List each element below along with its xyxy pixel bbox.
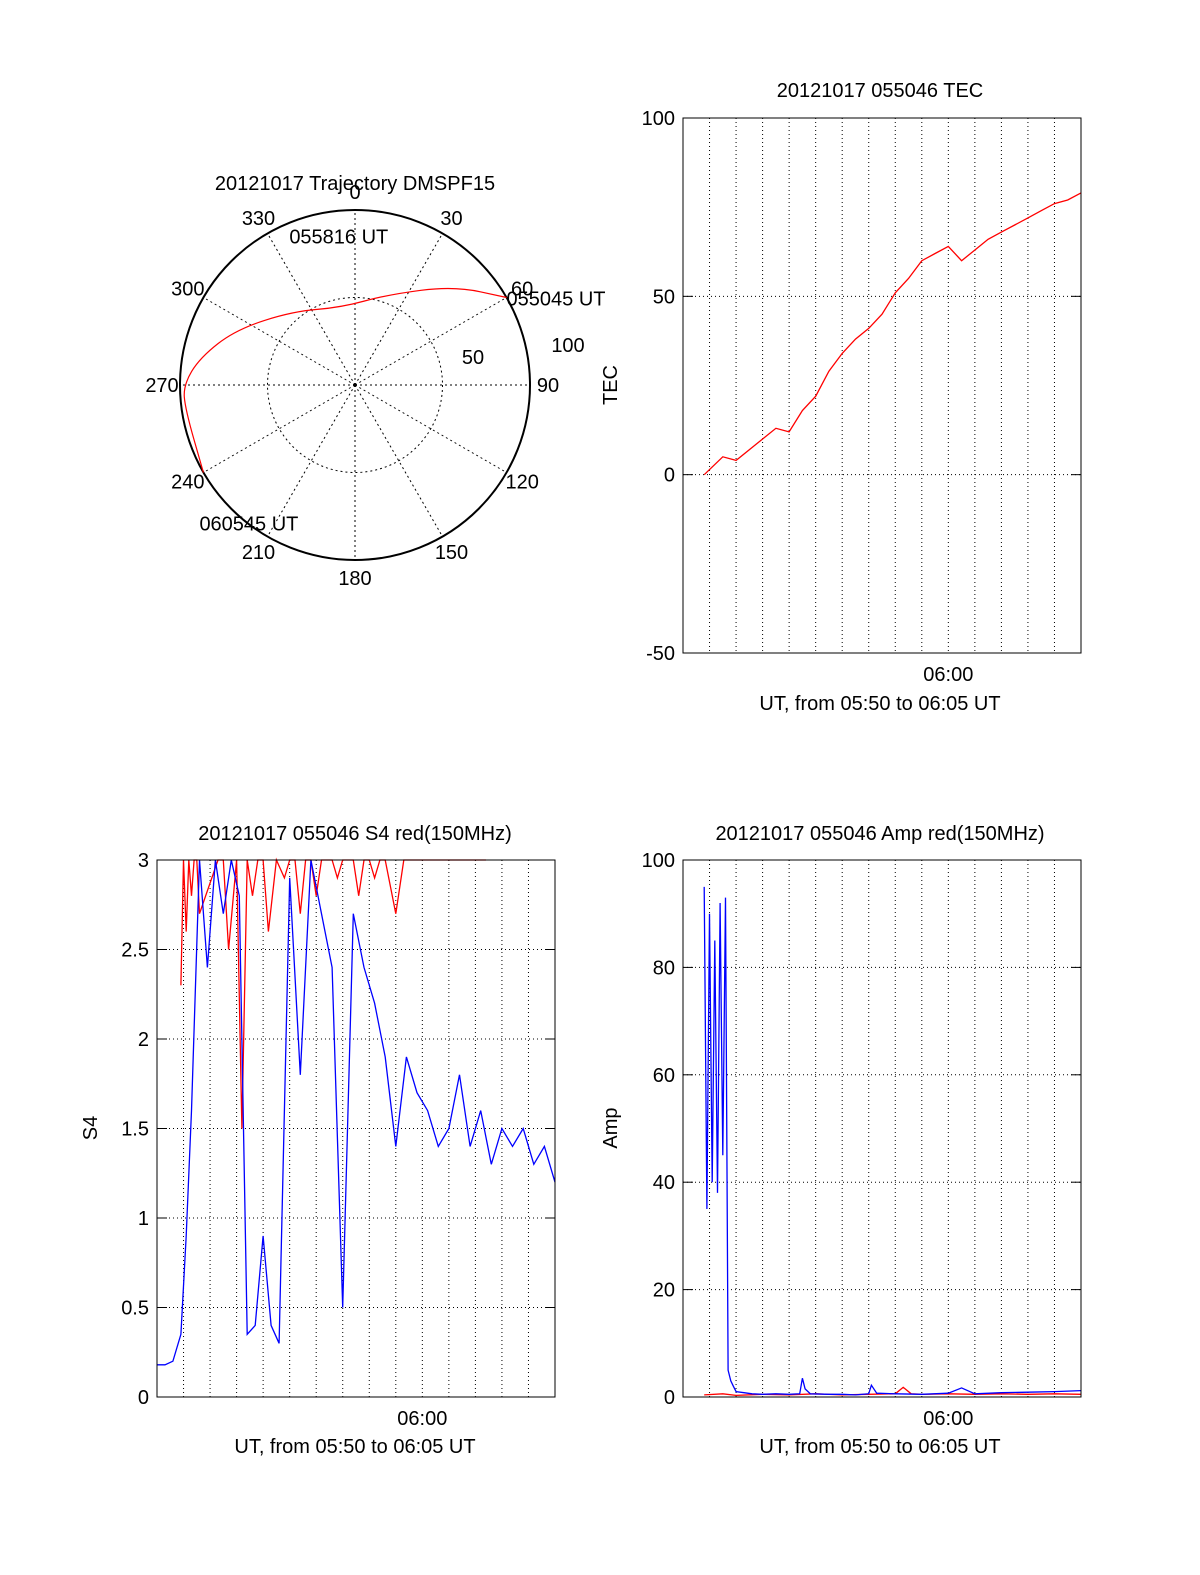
polar-angle-label: 120 <box>505 472 538 494</box>
y-tick-label: 1.5 <box>121 1119 149 1141</box>
y-tick-label: 20 <box>653 1280 675 1302</box>
s4-xlabel: UT, from 05:50 to 06:05 UT <box>234 1436 475 1458</box>
tec-plot: -50 0 50 100 06:00 <box>642 108 1082 686</box>
polar-angle-labels: 0 30 60 90 120 150 180 210 240 270 300 330 <box>145 182 559 590</box>
amp-title: 20121017 055046 Amp red(150MHz) <box>715 823 1044 845</box>
amp-panel: 20121017 055046 Amp red(150MHz) 0 20 40 60 8… <box>600 823 1082 1458</box>
plot-frame <box>682 859 1082 1398</box>
polar-radial-labels: 50 100 <box>462 335 585 369</box>
polar-spoke <box>267 384 356 537</box>
y-tick-label: 2.5 <box>121 940 149 962</box>
tec-title: 20121017 055046 TEC <box>777 80 983 102</box>
polar-angle-label: 240 <box>171 472 204 494</box>
plot-frame <box>682 117 1082 654</box>
y-tick-label: 0 <box>664 465 675 487</box>
y-tick-label: 3 <box>138 850 149 872</box>
y-tick-label: 50 <box>653 286 675 308</box>
polar-angle-label: 180 <box>338 568 371 590</box>
y-tick-label: 80 <box>653 957 675 979</box>
amp-xlabel: UT, from 05:50 to 06:05 UT <box>759 1436 1000 1458</box>
polar-angle-label: 0 <box>349 182 360 204</box>
polar-point-label: 055045 UT <box>507 289 606 311</box>
polar-spoke <box>203 384 356 473</box>
s4-plot: 0 0.5 1 1.5 2 2.5 3 06:00 <box>121 850 556 1430</box>
polar-outer-circle <box>179 209 531 561</box>
polar-spoke <box>354 297 507 386</box>
polar-point-labels: 055045 UT 055816 UT 060545 UT <box>199 226 605 535</box>
y-tick-label: 60 <box>653 1065 675 1087</box>
tec-ylabel: TEC <box>600 365 622 405</box>
polar-grid <box>179 209 531 561</box>
y-tick-label: 0 <box>138 1387 149 1409</box>
polar-radial-label: 50 <box>462 347 484 369</box>
y-tick-label: 1 <box>138 1208 149 1230</box>
y-tick-label: -50 <box>646 643 675 665</box>
y-tick-label: 100 <box>642 850 675 872</box>
polar-panel: 20121017 Trajectory DMSPF15 0 30 60 90 120 15… <box>145 173 605 590</box>
polar-title: 20121017 Trajectory DMSPF15 <box>215 173 495 195</box>
x-tick-label: 06:00 <box>397 1408 447 1430</box>
polar-trajectory <box>183 287 507 473</box>
y-tick-label: 2 <box>138 1029 149 1051</box>
series-line-1 <box>157 859 556 1366</box>
polar-spoke <box>354 384 443 537</box>
polar-angle-label: 300 <box>171 279 204 301</box>
tec-xlabel: UT, from 05:50 to 06:05 UT <box>759 693 1000 715</box>
y-tick-label: 100 <box>642 108 675 130</box>
s4-title: 20121017 055046 S4 red(150MHz) <box>198 823 512 845</box>
polar-angle-label: 30 <box>440 208 462 230</box>
y-tick-label: 0 <box>664 1387 675 1409</box>
s4-ylabel: S4 <box>80 1116 102 1140</box>
y-tick-label: 0.5 <box>121 1298 149 1320</box>
plot-frame <box>156 859 556 1398</box>
tec-panel: 20121017 055046 TEC -50 0 50 100 06:00 UT, f… <box>600 80 1082 715</box>
series-line-0 <box>703 192 1082 476</box>
s4-panel: 20121017 055046 S4 red(150MHz) 0 0.5 1 1.5 2… <box>80 823 556 1458</box>
polar-spoke <box>354 233 443 386</box>
x-tick-label: 06:00 <box>923 664 973 686</box>
polar-spoke <box>203 297 356 386</box>
polar-point-label: 060545 UT <box>199 514 298 536</box>
polar-spoke <box>354 384 507 473</box>
amp-plot: 0 20 40 60 80 100 06:00 <box>642 850 1082 1430</box>
polar-angle-label: 210 <box>242 542 275 564</box>
polar-angle-label: 270 <box>145 375 178 397</box>
polar-point-label: 055816 UT <box>289 226 388 248</box>
polar-angle-label: 150 <box>435 542 468 564</box>
series-line-1 <box>703 886 1082 1396</box>
polar-ring-50 <box>267 297 443 473</box>
polar-radial-label: 100 <box>551 335 584 357</box>
x-tick-label: 06:00 <box>923 1408 973 1430</box>
polar-spoke <box>267 233 356 386</box>
polar-angle-label: 330 <box>242 208 275 230</box>
y-tick-label: 40 <box>653 1172 675 1194</box>
polar-angle-label: 90 <box>537 375 559 397</box>
amp-ylabel: Amp <box>600 1107 622 1148</box>
polar-angle-label: 60 <box>511 279 533 301</box>
